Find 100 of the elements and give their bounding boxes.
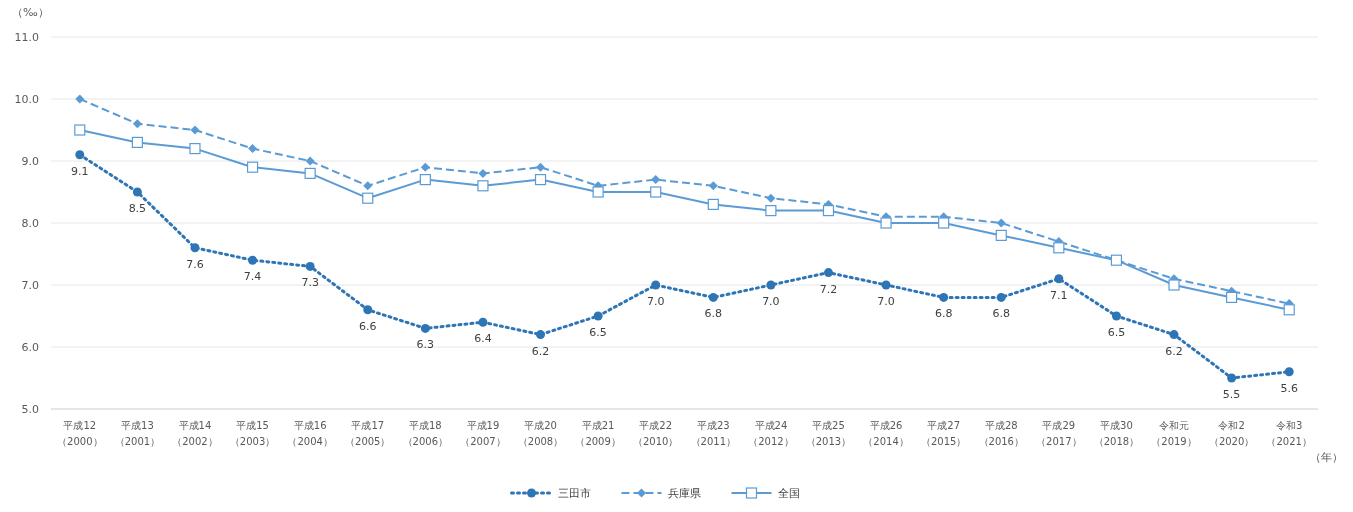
- point: [938, 217, 950, 229]
- x-tick-label: 平成25（2013）: [805, 420, 852, 447]
- point: [1111, 311, 1121, 321]
- y-axis-title: （‰）: [12, 6, 49, 19]
- point: [189, 143, 201, 155]
- legend-label: 兵庫県: [667, 487, 701, 500]
- x-tick-label: 平成22（2010）: [632, 420, 679, 447]
- data-label: 6.6: [359, 319, 377, 333]
- x-tick-label: 平成15（2003）: [229, 420, 276, 447]
- x-tick-label: 平成24（2012）: [748, 420, 794, 447]
- data-label: 7.0: [877, 295, 895, 308]
- x-tick-label: 平成21（2009）: [575, 420, 621, 447]
- x-tick-label: 平成19（2007）: [460, 420, 506, 447]
- point: [131, 136, 143, 148]
- point: [305, 156, 315, 166]
- point: [593, 311, 603, 321]
- point: [996, 218, 1006, 228]
- data-label: 6.4: [474, 332, 492, 346]
- point: [880, 217, 892, 229]
- point: [1169, 330, 1179, 340]
- x-tick-label: 平成12（2000）: [57, 420, 103, 447]
- data-label: 6.3: [416, 338, 435, 352]
- data-label: 6.5: [1107, 326, 1126, 339]
- point: [995, 229, 1007, 241]
- point: [822, 205, 835, 217]
- point: [651, 280, 661, 290]
- point: [420, 323, 430, 333]
- point: [363, 305, 373, 315]
- point: [248, 144, 258, 154]
- point: [766, 193, 776, 203]
- point: [534, 174, 547, 186]
- x-tick-label: 平成30（2018）: [1093, 420, 1140, 447]
- point: [1283, 304, 1295, 316]
- point: [939, 292, 949, 302]
- data-label: 7.0: [762, 295, 780, 308]
- point: [132, 187, 142, 197]
- data-label: 7.3: [301, 276, 319, 290]
- point: [478, 317, 488, 327]
- data-label: 6.2: [531, 344, 550, 358]
- x-tick-label: 平成23（2011）: [690, 420, 737, 447]
- x-tick-label: 平成16（2004）: [287, 420, 333, 447]
- data-label: 8.5: [128, 202, 147, 215]
- point: [75, 150, 85, 160]
- point: [536, 330, 546, 340]
- x-tick-label: 平成27（2015）: [920, 420, 967, 447]
- point: [132, 119, 142, 129]
- x-tick-label: 令和2（2020）: [1208, 420, 1255, 447]
- point: [536, 162, 546, 172]
- point: [592, 186, 604, 198]
- x-axis-title: （年）: [1310, 451, 1343, 464]
- point: [823, 268, 833, 278]
- x-tick-label: 平成28（2016）: [978, 420, 1024, 447]
- data-label: 7.0: [646, 295, 665, 308]
- point: [650, 186, 662, 198]
- point: [707, 198, 719, 210]
- point: [419, 174, 431, 186]
- point: [75, 94, 85, 104]
- legend-label: 三田市: [557, 487, 591, 500]
- x-tick-label: 平成14（2002）: [172, 420, 218, 447]
- point: [1054, 274, 1064, 284]
- data-label: 7.2: [819, 282, 838, 296]
- point: [708, 181, 718, 191]
- point: [362, 192, 374, 204]
- y-tick-label: 9.0: [21, 155, 39, 168]
- data-label: 6.8: [992, 307, 1010, 321]
- x-tick-label: 平成18（2006）: [402, 420, 449, 447]
- x-tick-label: 平成17（2005）: [345, 420, 391, 447]
- point: [477, 180, 489, 192]
- data-label: 7.1: [1050, 288, 1068, 302]
- point: [1227, 373, 1237, 383]
- x-tick-label: 令和3（2021）: [1266, 420, 1312, 447]
- point: [363, 181, 373, 191]
- x-tick-label: 平成13（2001）: [114, 420, 161, 447]
- data-label: 9.1: [71, 164, 89, 178]
- point: [1053, 242, 1065, 254]
- point: [708, 292, 718, 302]
- point: [1284, 367, 1294, 377]
- point: [996, 292, 1006, 302]
- point: [478, 168, 488, 178]
- y-tick-label: 5.0: [21, 403, 39, 416]
- point: [248, 255, 258, 265]
- point: [881, 280, 891, 290]
- x-tick-label: 平成20（2008）: [517, 420, 564, 447]
- x-tick-label: 平成26（2014）: [863, 420, 909, 447]
- point: [766, 280, 776, 290]
- y-tick-label: 10.0: [14, 93, 39, 106]
- x-tick-label: 平成29（2017）: [1036, 420, 1082, 447]
- data-label: 6.8: [934, 307, 953, 321]
- data-label: 6.8: [704, 307, 723, 321]
- point: [190, 243, 200, 253]
- point: [190, 125, 200, 135]
- y-tick-label: 11.0: [14, 31, 39, 44]
- point: [304, 167, 316, 179]
- point: [765, 205, 777, 217]
- y-tick-label: 7.0: [21, 279, 39, 292]
- data-label: 7.4: [243, 270, 262, 284]
- x-tick-label: 令和元（2019）: [1151, 420, 1197, 447]
- y-tick-label: 6.0: [21, 341, 39, 354]
- point: [420, 162, 430, 172]
- point: [1168, 279, 1180, 291]
